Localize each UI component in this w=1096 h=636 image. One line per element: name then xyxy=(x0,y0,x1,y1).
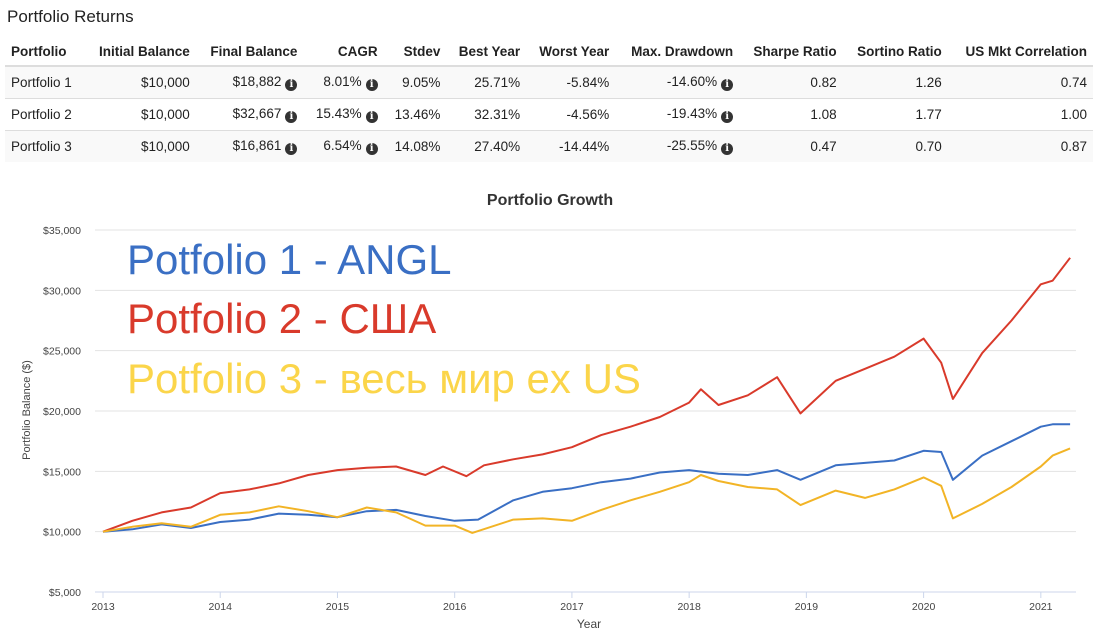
y-axis-label: Portfolio Balance ($) xyxy=(21,360,33,460)
col-portfolio[interactable]: Portfolio xyxy=(5,38,85,67)
cagr: 15.43% xyxy=(315,106,362,121)
stdev: 14.08% xyxy=(383,130,447,162)
max-drawdown: -25.55% xyxy=(666,138,718,153)
y-tick-label: $30,000 xyxy=(43,285,81,297)
col-sharpe-ratio[interactable]: Sharpe Ratio xyxy=(739,38,843,67)
col-final-balance[interactable]: Final Balance xyxy=(195,38,304,67)
sortino-ratio: 0.70 xyxy=(842,130,948,162)
col-us-mkt-correlation[interactable]: US Mkt Correlation xyxy=(947,38,1093,67)
portfolio-name: Portfolio 3 xyxy=(5,130,85,162)
sharpe-ratio: 0.82 xyxy=(739,65,843,99)
x-tick-label: 2016 xyxy=(443,601,467,613)
info-circle-icon[interactable]: i xyxy=(721,111,734,123)
x-tick-label: 2015 xyxy=(326,601,350,613)
table-row: Portfolio 1 $10,000 $18,882 i 8.01% i 9.05… xyxy=(5,65,1093,99)
chart-series xyxy=(102,257,1071,534)
portfolio-growth-chart: Portfolio Growth $5,000 $10,000 $15,000 $20… xyxy=(21,192,1076,631)
portfolio-name: Portfolio 1 xyxy=(5,65,85,99)
cagr-cell: 6.54% i xyxy=(303,130,384,162)
cagr: 8.01% xyxy=(323,74,362,89)
series-line-1 xyxy=(102,423,1071,533)
x-tick-label: 2019 xyxy=(795,601,819,613)
us-mkt-correlation: 0.87 xyxy=(947,130,1093,162)
col-initial-balance[interactable]: Initial Balance xyxy=(84,38,196,67)
final-balance-cell: $16,861 i xyxy=(195,130,304,162)
x-tick-label: 2014 xyxy=(209,601,233,613)
x-tick-label: 2013 xyxy=(91,601,115,613)
chart-legend: Potfolio 1 - ANGL Potfolio 2 - США Potfo… xyxy=(127,236,641,402)
legend-entry: Potfolio 2 - США xyxy=(127,295,436,342)
best-year: 25.71% xyxy=(446,65,527,99)
best-year: 32.31% xyxy=(446,98,527,131)
col-max-drawdown[interactable]: Max. Drawdown xyxy=(615,38,740,67)
legend-entry: Potfolio 1 - ANGL xyxy=(127,236,452,283)
stdev: 13.46% xyxy=(383,98,447,131)
info-circle-icon[interactable]: i xyxy=(721,79,734,91)
col-worst-year[interactable]: Worst Year xyxy=(526,38,616,67)
max-drawdown: -19.43% xyxy=(666,106,718,121)
y-tick-label: $5,000 xyxy=(49,587,81,599)
sharpe-ratio: 0.47 xyxy=(739,130,843,162)
cagr-cell: 8.01% i xyxy=(303,65,384,99)
initial-balance: $10,000 xyxy=(84,65,196,99)
table-header-row: Portfolio Initial Balance Final Balance … xyxy=(5,38,1093,67)
cagr: 6.54% xyxy=(323,138,362,153)
max-drawdown: -14.60% xyxy=(666,74,718,89)
info-circle-icon[interactable]: i xyxy=(365,111,378,123)
stdev: 9.05% xyxy=(383,65,447,99)
info-circle-icon[interactable]: i xyxy=(721,143,734,155)
col-cagr[interactable]: CAGR xyxy=(303,38,384,67)
chart-title: Portfolio Growth xyxy=(487,192,613,209)
final-balance: $16,861 xyxy=(232,138,282,153)
x-tick-label: 2021 xyxy=(1029,601,1053,613)
portfolio-name: Portfolio 2 xyxy=(5,98,85,131)
portfolio-returns-table: Portfolio Initial Balance Final Balance … xyxy=(5,38,1093,162)
initial-balance: $10,000 xyxy=(84,130,196,162)
drawdown-cell: -19.43% i xyxy=(615,98,740,131)
sortino-ratio: 1.77 xyxy=(842,98,948,131)
table-row: Portfolio 3 $10,000 $16,861 i 6.54% i 14.0… xyxy=(5,130,1093,162)
x-tick-label: 2017 xyxy=(560,601,584,613)
x-axis-label: Year xyxy=(577,617,601,631)
y-tick-label: $35,000 xyxy=(43,225,81,237)
final-balance-cell: $32,667 i xyxy=(195,98,304,131)
sharpe-ratio: 1.08 xyxy=(739,98,843,131)
info-circle-icon[interactable]: i xyxy=(285,79,298,91)
col-best-year[interactable]: Best Year xyxy=(446,38,527,67)
info-circle-icon[interactable]: i xyxy=(285,111,298,123)
y-axis-ticks: $5,000 $10,000 $15,000 $20,000 $25,000 $30,00… xyxy=(43,225,81,599)
worst-year: -4.56% xyxy=(526,98,616,131)
y-tick-label: $20,000 xyxy=(43,406,81,418)
worst-year: -14.44% xyxy=(526,130,616,162)
us-mkt-correlation: 1.00 xyxy=(947,98,1093,131)
col-stdev[interactable]: Stdev xyxy=(383,38,447,67)
series-line-2 xyxy=(102,257,1071,533)
best-year: 27.40% xyxy=(446,130,527,162)
info-circle-icon[interactable]: i xyxy=(365,143,378,155)
x-tick-label: 2018 xyxy=(677,601,701,613)
table-row: Portfolio 2 $10,000 $32,667 i 15.43% i 13.… xyxy=(5,98,1093,131)
us-mkt-correlation: 0.74 xyxy=(947,65,1093,99)
sortino-ratio: 1.26 xyxy=(842,65,948,99)
worst-year: -5.84% xyxy=(526,65,616,99)
info-circle-icon[interactable]: i xyxy=(365,79,378,91)
x-tick-label: 2020 xyxy=(912,601,936,613)
col-sortino-ratio[interactable]: Sortino Ratio xyxy=(842,38,948,67)
info-circle-icon[interactable]: i xyxy=(285,143,298,155)
final-balance-cell: $18,882 i xyxy=(195,65,304,99)
final-balance: $32,667 xyxy=(232,106,282,121)
x-axis-ticks: 2013 2014 2015 2016 2017 2018 2019 2020 2021 xyxy=(91,591,1076,613)
section-title: Portfolio Returns xyxy=(7,7,134,26)
drawdown-cell: -14.60% i xyxy=(615,65,740,99)
y-tick-label: $25,000 xyxy=(43,346,81,358)
chart-grid xyxy=(95,229,1076,593)
cagr-cell: 15.43% i xyxy=(303,98,384,131)
series-line-3 xyxy=(102,447,1071,534)
drawdown-cell: -25.55% i xyxy=(615,130,740,162)
initial-balance: $10,000 xyxy=(84,98,196,131)
y-tick-label: $15,000 xyxy=(43,466,81,478)
y-tick-label: $10,000 xyxy=(43,527,81,539)
final-balance: $18,882 xyxy=(232,74,282,89)
legend-entry: Potfolio 3 - весь мир ex US xyxy=(127,355,641,402)
